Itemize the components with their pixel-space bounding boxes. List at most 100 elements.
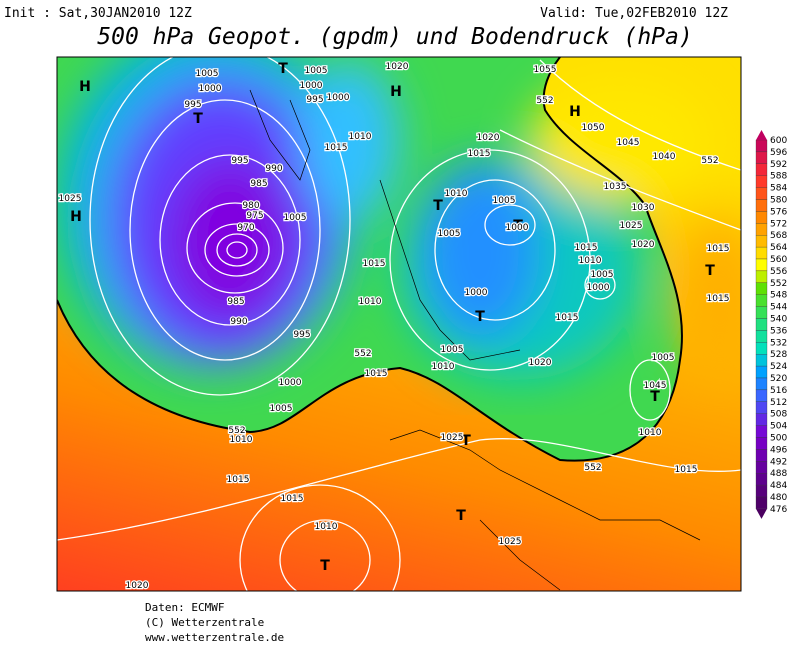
isobar-label: 1015 <box>325 143 348 153</box>
isobar-label: 1000 <box>279 378 302 388</box>
isobar-label: 1055 <box>534 65 557 75</box>
legend-swatch <box>755 496 768 510</box>
isobar-label: 1020 <box>632 240 655 250</box>
legend-arrow-bottom <box>756 508 767 519</box>
footer-line: www.wetterzentrale.de <box>145 631 284 644</box>
isobar-label: 1020 <box>386 62 409 72</box>
legend-swatch <box>755 413 768 426</box>
legend-swatch <box>755 437 768 450</box>
legend-label: 532 <box>770 338 787 348</box>
legend-label: 512 <box>770 398 787 408</box>
isobar-label: 1015 <box>365 369 388 379</box>
isobar-label: 1020 <box>529 358 552 368</box>
pressure-center: T <box>320 558 330 574</box>
pressure-center: H <box>70 209 82 225</box>
legend-swatch <box>755 484 768 498</box>
legend-swatch <box>755 389 768 402</box>
legend-swatch <box>755 294 768 307</box>
legend-swatch <box>755 342 768 355</box>
isobar-label: 1000 <box>199 84 222 94</box>
isobar-label: 1005 <box>270 404 293 414</box>
isobar-label: 1015 <box>556 313 579 323</box>
legend-label: 572 <box>770 219 787 229</box>
isobar-label: 552 <box>228 426 245 436</box>
isobar-label: 1005 <box>591 270 614 280</box>
legend-label: 552 <box>770 279 787 289</box>
pressure-center: H <box>390 84 402 100</box>
legend-swatch <box>755 306 768 319</box>
legend-swatch <box>755 354 768 367</box>
isobar-label: 970 <box>237 223 254 233</box>
legend-swatch <box>755 258 768 272</box>
legend-swatch <box>755 473 768 486</box>
legend-label: 564 <box>770 243 787 253</box>
isobar-label: 1045 <box>617 138 640 148</box>
legend-label: 556 <box>770 267 787 277</box>
legend-label: 520 <box>770 374 787 384</box>
isobar-label: 1020 <box>477 133 500 143</box>
isobar-label: 1030 <box>632 203 655 213</box>
pressure-center: T <box>475 309 485 325</box>
isobar-label: 1025 <box>59 194 82 204</box>
isobar-label: 552 <box>354 349 371 359</box>
legend-label: 492 <box>770 457 787 467</box>
isobar-label: 985 <box>250 179 267 189</box>
isobar-label: 990 <box>230 317 247 327</box>
legend-swatch <box>755 211 768 224</box>
isobar-label: 1015 <box>468 149 491 159</box>
legend-label: 548 <box>770 291 787 301</box>
legend-label: 588 <box>770 172 787 182</box>
pressure-center: T <box>456 508 466 524</box>
legend-swatch <box>755 163 768 176</box>
isobar-label: 980 <box>242 201 259 211</box>
legend-label: 536 <box>770 326 787 336</box>
isobar-label: 1015 <box>675 465 698 475</box>
isobar-label: 1000 <box>506 223 529 233</box>
isobar-label: 1010 <box>349 132 372 142</box>
isobar-label: 995 <box>231 156 248 166</box>
footer-line: Daten: ECMWF <box>145 601 224 614</box>
legend-swatch <box>755 330 768 343</box>
isobar-label: 1010 <box>315 522 338 532</box>
isobar-label: 1005 <box>652 353 675 363</box>
isobar-label: 1000 <box>300 81 323 91</box>
legend-label: 476 <box>770 505 787 515</box>
pressure-center: T <box>513 218 523 234</box>
legend-label: 516 <box>770 386 787 396</box>
legend-swatch <box>755 377 768 391</box>
isobar-label: 1040 <box>653 152 676 162</box>
legend-label: 480 <box>770 493 787 503</box>
valid-time: Valid: Tue,02FEB2010 12Z <box>540 6 728 21</box>
legend-label: 508 <box>770 410 787 420</box>
legend-swatch <box>755 282 768 295</box>
legend-label: 596 <box>770 148 787 158</box>
legend-swatch <box>755 318 768 331</box>
legend-swatch <box>755 187 768 200</box>
legend-label: 540 <box>770 315 787 325</box>
legend-swatch <box>755 401 768 414</box>
legend-swatch <box>755 461 768 474</box>
legend-swatch <box>755 151 768 164</box>
isobar-label: 1010 <box>230 435 253 445</box>
legend-label: 484 <box>770 481 787 491</box>
isobar-label: 1000 <box>587 283 610 293</box>
legend-label: 592 <box>770 160 787 170</box>
init-time: Init : Sat,30JAN2010 12Z <box>4 6 192 21</box>
isobar-label: 1005 <box>441 345 464 355</box>
isobar-label: 1025 <box>441 433 464 443</box>
legend-swatch <box>755 139 768 153</box>
legend-label: 504 <box>770 422 787 432</box>
legend-swatch <box>755 175 768 188</box>
pressure-center: T <box>705 263 715 279</box>
pressure-center: T <box>461 433 471 449</box>
isobar-label: 1025 <box>620 221 643 231</box>
isobar-label: 1015 <box>575 243 598 253</box>
isobar-label: 1015 <box>707 294 730 304</box>
pressure-center: T <box>433 198 443 214</box>
isobar-label: 995 <box>293 330 310 340</box>
isobar-label: 1050 <box>582 123 605 133</box>
map-area <box>57 57 741 591</box>
legend-label: 600 <box>770 136 787 146</box>
pressure-center: T <box>650 389 660 405</box>
